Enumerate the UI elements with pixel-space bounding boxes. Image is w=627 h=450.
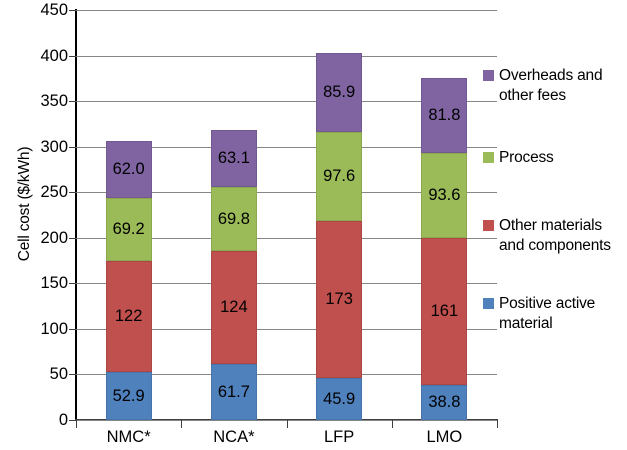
y-axis-tick-label: 50 — [49, 365, 68, 384]
bar-segment-value-label: 45.9 — [323, 389, 356, 408]
legend-item[interactable]: Process — [483, 148, 554, 168]
legend-label: Positive active material — [499, 295, 596, 332]
bar-segment-value-label: 122 — [114, 306, 143, 325]
bar-group[interactable]: 81.8 93.6 161 38.8 — [392, 10, 497, 420]
legend-item[interactable]: Overheads and other fees — [483, 66, 627, 105]
y-axis-tick-label: 450 — [40, 0, 68, 19]
bar-segment[interactable]: 69.2 — [105, 197, 152, 261]
y-axis-tick-label: 350 — [40, 91, 68, 110]
stacked-bar[interactable]: 85.9 97.6 173 45.9 — [316, 53, 363, 420]
bar-segment-value-label: 173 — [325, 290, 353, 309]
y-axis-tick-mark — [69, 146, 76, 148]
bar-segment-value-label: 61.7 — [217, 382, 250, 401]
x-axis-category-label: LFP — [323, 428, 355, 446]
bar-segment-value-label: 97.6 — [323, 166, 356, 185]
bar-segment[interactable]: 38.8 — [421, 384, 468, 420]
legend-item[interactable]: Positive active material — [483, 294, 627, 333]
bar-group[interactable]: 62.0 69.2 122 52.9 — [76, 10, 181, 420]
bar-segment-value-label: 52.9 — [112, 386, 145, 405]
gridline — [76, 192, 497, 194]
y-axis-tick-mark — [69, 374, 76, 376]
y-axis-tick-mark — [69, 237, 76, 239]
gridline — [76, 101, 497, 103]
bar-segment[interactable]: 93.6 — [421, 152, 468, 238]
gridline — [76, 55, 497, 57]
bar-segment[interactable]: 81.8 — [421, 78, 468, 153]
legend-label: Other materials and components — [499, 217, 611, 254]
stacked-bar[interactable]: 81.8 93.6 161 38.8 — [421, 78, 468, 420]
bar-segment[interactable]: 62.0 — [105, 141, 152, 198]
legend-item[interactable]: Other materials and components — [483, 216, 627, 255]
bar-group[interactable]: 63.1 69.8 124 61.7 — [181, 10, 286, 420]
bar-segment-value-label: 85.9 — [323, 83, 356, 102]
x-axis-category-label: LMO — [426, 428, 463, 446]
stacked-bar[interactable]: 62.0 69.2 122 52.9 — [105, 141, 152, 420]
bar-segment[interactable]: 122 — [105, 260, 152, 372]
bar-segment[interactable]: 45.9 — [316, 378, 363, 420]
x-axis-tick-mark — [497, 420, 498, 428]
y-axis-tick-label: 150 — [40, 274, 68, 293]
bar-segment[interactable]: 63.1 — [210, 129, 257, 188]
legend-label: Overheads and other fees — [499, 67, 603, 104]
bar-segment-value-label: 161 — [430, 302, 459, 321]
legend-color-swatch — [483, 220, 494, 231]
y-axis-tick-label: 250 — [40, 182, 68, 201]
y-axis-tick-mark — [69, 10, 76, 11]
x-axis-category-label: NCA* — [213, 428, 255, 446]
bar-segment[interactable]: 61.7 — [210, 363, 257, 420]
bar-segment-value-label: 69.8 — [217, 209, 250, 228]
plot-area: 62.0 69.2 122 52.9 63.1 69.8 124 61.7 85.9 97.6 17… — [76, 10, 497, 421]
bar-segment[interactable]: 69.8 — [210, 187, 257, 251]
bar-segment-value-label: 62.0 — [112, 160, 145, 179]
y-axis-tick-mark — [69, 192, 76, 194]
x-axis-tick-mark — [286, 420, 288, 428]
y-axis-tick-mark — [69, 283, 76, 285]
y-axis-tick-mark — [69, 328, 76, 330]
y-axis-tick-label: 300 — [40, 137, 68, 156]
x-axis-category-label: NMC* — [106, 428, 151, 446]
gridline — [76, 328, 497, 330]
y-axis-tick-mark — [69, 55, 76, 57]
legend-color-swatch — [483, 298, 494, 309]
bar-segment-value-label: 81.8 — [428, 106, 461, 125]
x-axis-tick-mark — [181, 420, 183, 428]
gridline — [76, 283, 497, 285]
x-axis-tick-mark — [391, 420, 393, 428]
y-axis-tick-label: 400 — [40, 46, 68, 65]
bar-segment[interactable]: 97.6 — [316, 131, 363, 221]
gridline — [76, 10, 497, 11]
bar-group[interactable]: 85.9 97.6 173 45.9 — [287, 10, 392, 420]
bar-segment[interactable]: 161 — [421, 237, 468, 385]
gridline — [76, 374, 497, 376]
bar-segment[interactable]: 85.9 — [316, 53, 363, 132]
bar-segment-value-label: 93.6 — [428, 186, 461, 205]
legend-color-swatch — [483, 152, 494, 163]
bar-segment-value-label: 38.8 — [428, 393, 461, 412]
bar-segment[interactable]: 124 — [210, 250, 257, 364]
bar-segment[interactable]: 52.9 — [105, 371, 152, 420]
y-axis-tick-mark — [69, 420, 76, 421]
gridline — [76, 237, 497, 239]
y-axis-tick-mark — [69, 101, 76, 103]
bar-segment-value-label: 69.2 — [112, 219, 145, 238]
x-axis-tick-mark — [76, 420, 77, 428]
bar-segment-value-label: 124 — [220, 298, 248, 317]
bar-segment-value-label: 63.1 — [217, 149, 250, 168]
y-axis-tick-label: 100 — [40, 319, 68, 338]
legend-label: Process — [499, 149, 554, 166]
bar-segment[interactable]: 173 — [316, 220, 363, 379]
y-axis-tick-labels: 450 400 350 300 250 200 150 100 50 0 — [4, 0, 68, 450]
legend-color-swatch — [483, 70, 494, 81]
y-axis-line — [75, 9, 77, 421]
y-axis-tick-label: 200 — [40, 228, 68, 247]
stacked-bar[interactable]: 63.1 69.8 124 61.7 — [210, 129, 257, 420]
y-axis-tick-label: 0 — [58, 410, 68, 429]
gridline — [76, 146, 497, 148]
